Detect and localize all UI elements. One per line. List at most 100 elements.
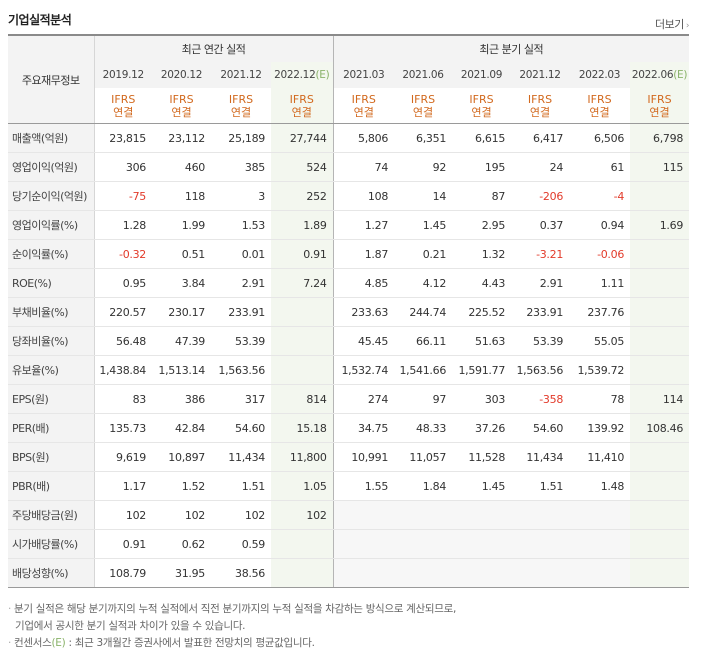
table-cell: [394, 529, 453, 559]
table-cell: 1.05: [271, 471, 334, 501]
table-cell: 1.89: [271, 210, 334, 240]
table-cell: 460: [152, 152, 211, 182]
table-cell: 10,991: [332, 442, 395, 472]
table-cell: 1.51: [211, 471, 271, 501]
table-cell: 1.55: [332, 471, 395, 501]
table-row: 주당배당금(원) 102 102 102 102: [8, 500, 690, 530]
ifrs-consolidated-label: IFRS 연결: [394, 88, 453, 124]
table-cell: -358: [511, 384, 570, 414]
table-cell: [271, 558, 334, 588]
note-2: · 컨센서스(E) : 최근 3개월간 증권사에서 발표한 전망치의 평균값입니다…: [8, 635, 456, 652]
table-cell: [630, 529, 690, 559]
label-column-header: 주요재무정보: [8, 34, 94, 124]
note-2-mark: (E): [51, 637, 66, 649]
table-cell: [332, 529, 395, 559]
table-cell: [452, 500, 512, 530]
table-cell: 11,528: [452, 442, 512, 472]
period-header: 2021.09: [452, 62, 512, 88]
table-cell: 2.91: [511, 268, 570, 298]
table-cell: 11,434: [511, 442, 570, 472]
table-cell: [630, 181, 690, 211]
bullet-icon: ·: [8, 637, 12, 649]
table-cell: 6,798: [630, 123, 690, 153]
consolidated-text: 연결: [649, 105, 670, 119]
table-cell: 225.52: [452, 297, 512, 327]
table-cell: 1.53: [211, 210, 271, 240]
table-cell: [271, 297, 334, 327]
table-row: 영업이익률(%) 1.28 1.99 1.53 1.89 1.27 1.45 2.95 0.37…: [8, 210, 690, 240]
table-cell: [394, 558, 453, 588]
table-row: 유보율(%) 1,438.84 1,513.14 1,563.56 1,532.74 1,…: [8, 355, 690, 385]
table-cell: 252: [271, 181, 334, 211]
table-cell: 61: [569, 152, 631, 182]
more-label: 더보기: [655, 18, 684, 31]
table-cell: 0.94: [569, 210, 631, 240]
annual-group-header: 최근 연간 실적: [93, 34, 334, 62]
table-cell: 56.48: [93, 326, 152, 356]
table-cell: 11,434: [211, 442, 271, 472]
ifrs-text: IFRS: [527, 92, 553, 106]
table-cell: 233.91: [511, 297, 570, 327]
table-row: 당좌비율(%) 56.48 47.39 53.39 45.45 66.11 51.63 53.…: [8, 326, 690, 356]
table-cell: 1,541.66: [394, 355, 453, 385]
table-cell: 25,189: [211, 123, 271, 153]
table-cell: 23,815: [93, 123, 152, 153]
table-cell: 38.56: [211, 558, 271, 588]
table-row: 매출액(억원) 23,815 23,112 25,189 27,744 5,806 6,35…: [8, 123, 690, 153]
table-cell: 78: [569, 384, 631, 414]
table-cell: [569, 500, 631, 530]
table-cell: 230.17: [152, 297, 211, 327]
table-cell: 1.84: [394, 471, 453, 501]
table-cell: 102: [152, 500, 211, 530]
row-label: 영업이익률(%): [8, 210, 94, 240]
table-cell: [630, 297, 690, 327]
table-cell: 74: [332, 152, 395, 182]
table-cell: 83: [93, 384, 152, 414]
table-cell: 11,800: [271, 442, 334, 472]
table-cell: 1,591.77: [452, 355, 512, 385]
table-cell: [452, 558, 512, 588]
consolidated-text: 연결: [291, 105, 312, 119]
table-cell: 51.63: [452, 326, 512, 356]
table-cell: 6,615: [452, 123, 512, 153]
period-header: 2022.06(E): [630, 62, 690, 88]
table-cell: 237.76: [569, 297, 631, 327]
table-cell: -0.32: [93, 239, 152, 269]
table-cell: [569, 558, 631, 588]
table-cell: [271, 326, 334, 356]
table-cell: -0.06: [569, 239, 631, 269]
note-1b-text: 기업에서 공시한 분기 실적과 차이가 있을 수 있습니다.: [15, 620, 246, 632]
table-cell: 524: [271, 152, 334, 182]
table-cell: 11,057: [394, 442, 453, 472]
table-cell: 244.74: [394, 297, 453, 327]
table-cell: 2.95: [452, 210, 512, 240]
ifrs-text: IFRS: [469, 92, 494, 106]
table-cell: [630, 239, 690, 269]
table-cell: [452, 529, 512, 559]
row-label: 순이익률(%): [8, 239, 94, 269]
table-cell: 10,897: [152, 442, 211, 472]
table-cell: 115: [630, 152, 690, 182]
row-label: EPS(원): [8, 384, 94, 414]
quarter-group-header: 최근 분기 실적: [332, 34, 690, 62]
table-cell: 6,351: [394, 123, 453, 153]
table-cell: 42.84: [152, 413, 211, 443]
period-header: 2021.12: [511, 62, 570, 88]
table-cell: 306: [93, 152, 152, 182]
table-cell: 2.91: [211, 268, 271, 298]
table-cell: [630, 500, 690, 530]
table-row: ROE(%) 0.95 3.84 2.91 7.24 4.85 4.12 4.43 2.91 1.…: [8, 268, 690, 298]
ifrs-consolidated-label: IFRS 연결: [152, 88, 211, 124]
table-cell: 1,513.14: [152, 355, 211, 385]
ifrs-consolidated-label: IFRS 연결: [630, 88, 690, 124]
table-cell: 15.18: [271, 413, 334, 443]
more-link[interactable]: 더보기 ›: [655, 16, 690, 32]
table-row: 시가배당률(%) 0.91 0.62 0.59: [8, 529, 690, 559]
period-label: 2022.06: [631, 69, 674, 81]
table-cell: 7.24: [271, 268, 334, 298]
table-cell: [511, 500, 570, 530]
period-header: 2021.03: [332, 62, 395, 88]
table-cell: 3.84: [152, 268, 211, 298]
table-cell: 87: [452, 181, 512, 211]
ifrs-text: IFRS: [289, 92, 314, 106]
